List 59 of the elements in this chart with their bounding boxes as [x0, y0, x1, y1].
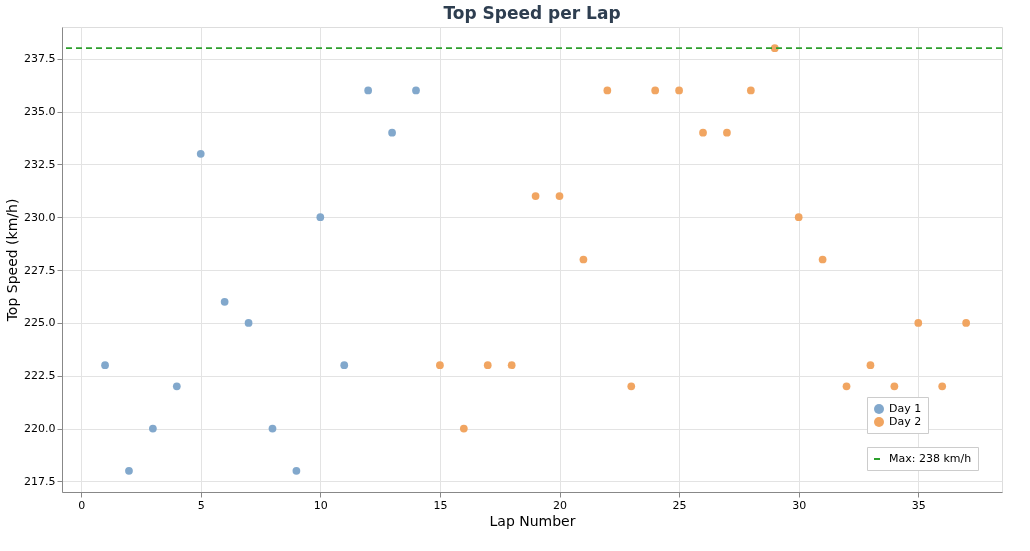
- point: [603, 86, 612, 95]
- x-tick-label: 20: [553, 498, 568, 512]
- legend-label: Max: 238 km/h: [889, 452, 972, 465]
- legend-label: Day 1: [889, 402, 922, 415]
- point: [962, 319, 970, 327]
- point: [842, 382, 851, 391]
- legend-label: Day 2: [889, 415, 922, 428]
- x-tick-label: 5: [197, 498, 205, 512]
- point: [890, 382, 899, 391]
- point: [364, 86, 373, 95]
- point: [914, 319, 923, 327]
- point: [627, 382, 636, 391]
- point: [794, 213, 803, 222]
- point: [938, 382, 947, 391]
- y-axis-title: Top Speed (km/h): [4, 198, 21, 323]
- y-tick-label: 217.5: [24, 474, 56, 488]
- point: [388, 128, 396, 137]
- y-tick-label: 220.0: [24, 422, 56, 436]
- x-axis-title: Lap Number: [489, 512, 576, 529]
- point: [866, 361, 875, 370]
- y-tick-label: 230.0: [24, 210, 56, 224]
- y-tick-label: 225.0: [24, 316, 56, 330]
- point: [316, 213, 325, 222]
- point: [101, 361, 109, 370]
- point: [483, 361, 492, 370]
- x-tick-label: 0: [78, 498, 86, 512]
- point: [292, 467, 301, 475]
- y-tick-label: 232.5: [24, 157, 56, 171]
- point: [268, 424, 277, 433]
- point: [723, 128, 731, 137]
- x-tick-label: 30: [792, 498, 807, 512]
- point: [340, 361, 349, 370]
- point: [699, 128, 707, 137]
- point: [818, 255, 827, 264]
- point: [579, 255, 588, 264]
- point: [436, 361, 444, 370]
- point: [149, 424, 157, 433]
- point: [220, 297, 229, 306]
- x-tick-label: 25: [672, 498, 687, 512]
- point: [746, 86, 755, 95]
- x-tick-label: 10: [313, 498, 328, 512]
- point: [196, 149, 205, 158]
- point: [675, 86, 683, 95]
- chart-title: Top Speed per Lap: [443, 3, 621, 23]
- point: [507, 361, 516, 370]
- point: [459, 424, 468, 433]
- y-tick-label: 222.5: [24, 369, 56, 383]
- point: [651, 86, 660, 95]
- point: [125, 467, 133, 475]
- point: [531, 192, 540, 200]
- y-tick-label: 237.5: [24, 52, 56, 66]
- point: [172, 382, 181, 391]
- y-tick-label: 235.0: [24, 105, 56, 119]
- point: [412, 86, 420, 95]
- x-tick-label: 35: [911, 498, 926, 512]
- y-tick-label: 227.5: [24, 263, 56, 277]
- point: [244, 319, 253, 327]
- point: [555, 192, 564, 200]
- x-tick-label: 15: [433, 498, 448, 512]
